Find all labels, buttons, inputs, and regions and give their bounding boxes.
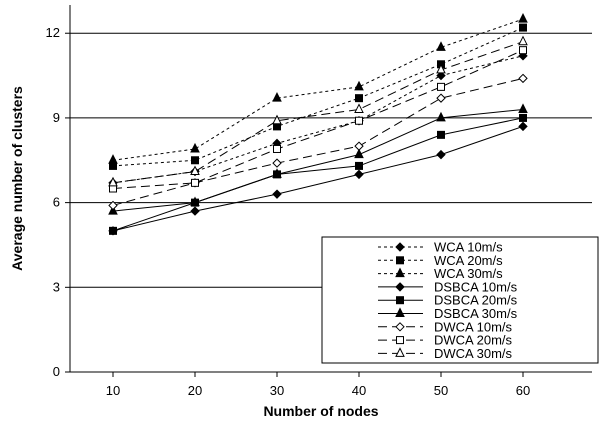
legend-label: WCA 20m/s: [434, 253, 503, 268]
triangle-marker: [395, 347, 405, 357]
triangle-marker: [190, 142, 200, 153]
square-marker: [437, 130, 445, 139]
series-3: [108, 121, 528, 236]
triangle-marker: [354, 148, 364, 159]
triangle-marker: [354, 80, 364, 91]
series-line: [112, 18, 524, 161]
series-line: [112, 77, 524, 206]
triangle-marker: [190, 196, 200, 207]
legend-label: DSBCA 10m/s: [434, 279, 518, 294]
square-marker: [273, 144, 281, 153]
legend-label: WCA 10m/s: [434, 240, 503, 255]
diamond-marker: [395, 282, 405, 292]
y-tick-label: 3: [53, 279, 60, 294]
y-tick-label: 0: [53, 364, 60, 379]
y-tick-label: 6: [53, 195, 60, 210]
square-marker: [191, 178, 199, 187]
series-1: [109, 23, 527, 170]
x-axis-title: Number of nodes: [263, 403, 378, 419]
x-tick-label: 50: [434, 383, 448, 398]
triangle-marker: [436, 63, 446, 74]
diamond-marker: [436, 70, 446, 81]
square-marker: [109, 226, 117, 235]
square-marker: [355, 94, 363, 103]
diamond-marker: [272, 189, 282, 199]
legend-label: WCA 30m/s: [434, 266, 503, 281]
square-marker: [519, 23, 527, 32]
legend-label: DSBCA 30m/s: [434, 306, 518, 321]
y-tick-label: 12: [46, 25, 60, 40]
y-axis-title: Average number of clusters: [9, 86, 25, 271]
x-tick-label: 10: [106, 383, 120, 398]
legend-box: [321, 236, 599, 364]
series-line: [112, 55, 524, 184]
square-marker: [355, 116, 363, 125]
series-lines: [108, 12, 528, 236]
triangle-marker: [395, 267, 405, 278]
triangle-marker: [518, 12, 528, 23]
triangle-marker: [108, 176, 118, 187]
triangle-marker: [108, 154, 118, 164]
square-marker: [437, 82, 445, 91]
series-line: [112, 41, 524, 184]
diamond-marker: [190, 206, 200, 216]
series-line: [112, 125, 524, 232]
diamond-marker: [272, 158, 282, 168]
square-marker: [355, 161, 363, 170]
tick-labels: 0 3 6 9 12 10 20 30 40 50 60: [46, 25, 531, 398]
series-2: [108, 12, 528, 164]
series-line: [112, 108, 524, 212]
diamond-marker: [354, 141, 364, 151]
triangle-marker: [395, 307, 405, 317]
x-tick-label: 60: [516, 383, 530, 398]
legend-label: DWCA 10m/s: [434, 319, 513, 334]
x-tick-label: 20: [188, 383, 202, 398]
triangle-marker: [436, 41, 446, 51]
series-5: [108, 103, 528, 215]
y-tick-label: 9: [53, 110, 60, 125]
series-7: [109, 46, 527, 193]
legend-label: DWCA 20m/s: [434, 333, 513, 348]
triangle-marker: [354, 103, 364, 113]
series-6: [108, 73, 528, 211]
diamond-marker: [436, 93, 446, 103]
series-0: [108, 51, 528, 188]
series-line: [112, 49, 524, 189]
triangle-marker: [272, 168, 282, 178]
diamond-marker: [518, 73, 528, 84]
square-marker: [396, 296, 404, 305]
triangle-marker: [190, 165, 200, 176]
axes: [65, 5, 592, 377]
diamond-marker: [518, 121, 528, 132]
legend-label: DWCA 30m/s: [434, 346, 513, 361]
triangle-marker: [436, 111, 446, 122]
diamond-marker: [354, 169, 364, 180]
square-marker: [396, 256, 404, 265]
series-line: [112, 27, 524, 167]
x-tick-label: 30: [270, 383, 284, 398]
diamond-marker: [108, 200, 118, 211]
square-marker: [396, 336, 404, 345]
legend-label: DSBCA 20m/s: [434, 293, 518, 308]
square-marker: [191, 156, 199, 165]
x-tick-label: 40: [352, 383, 366, 398]
triangle-marker: [272, 92, 282, 102]
series-line: [112, 117, 524, 232]
triangle-marker: [518, 103, 528, 113]
square-marker: [519, 46, 527, 55]
square-marker: [519, 113, 527, 122]
diamond-marker: [395, 242, 405, 252]
diamond-marker: [395, 322, 405, 332]
triangle-marker: [272, 114, 282, 125]
triangle-marker: [518, 35, 528, 46]
series-8: [108, 35, 528, 187]
diamond-marker: [436, 149, 446, 160]
